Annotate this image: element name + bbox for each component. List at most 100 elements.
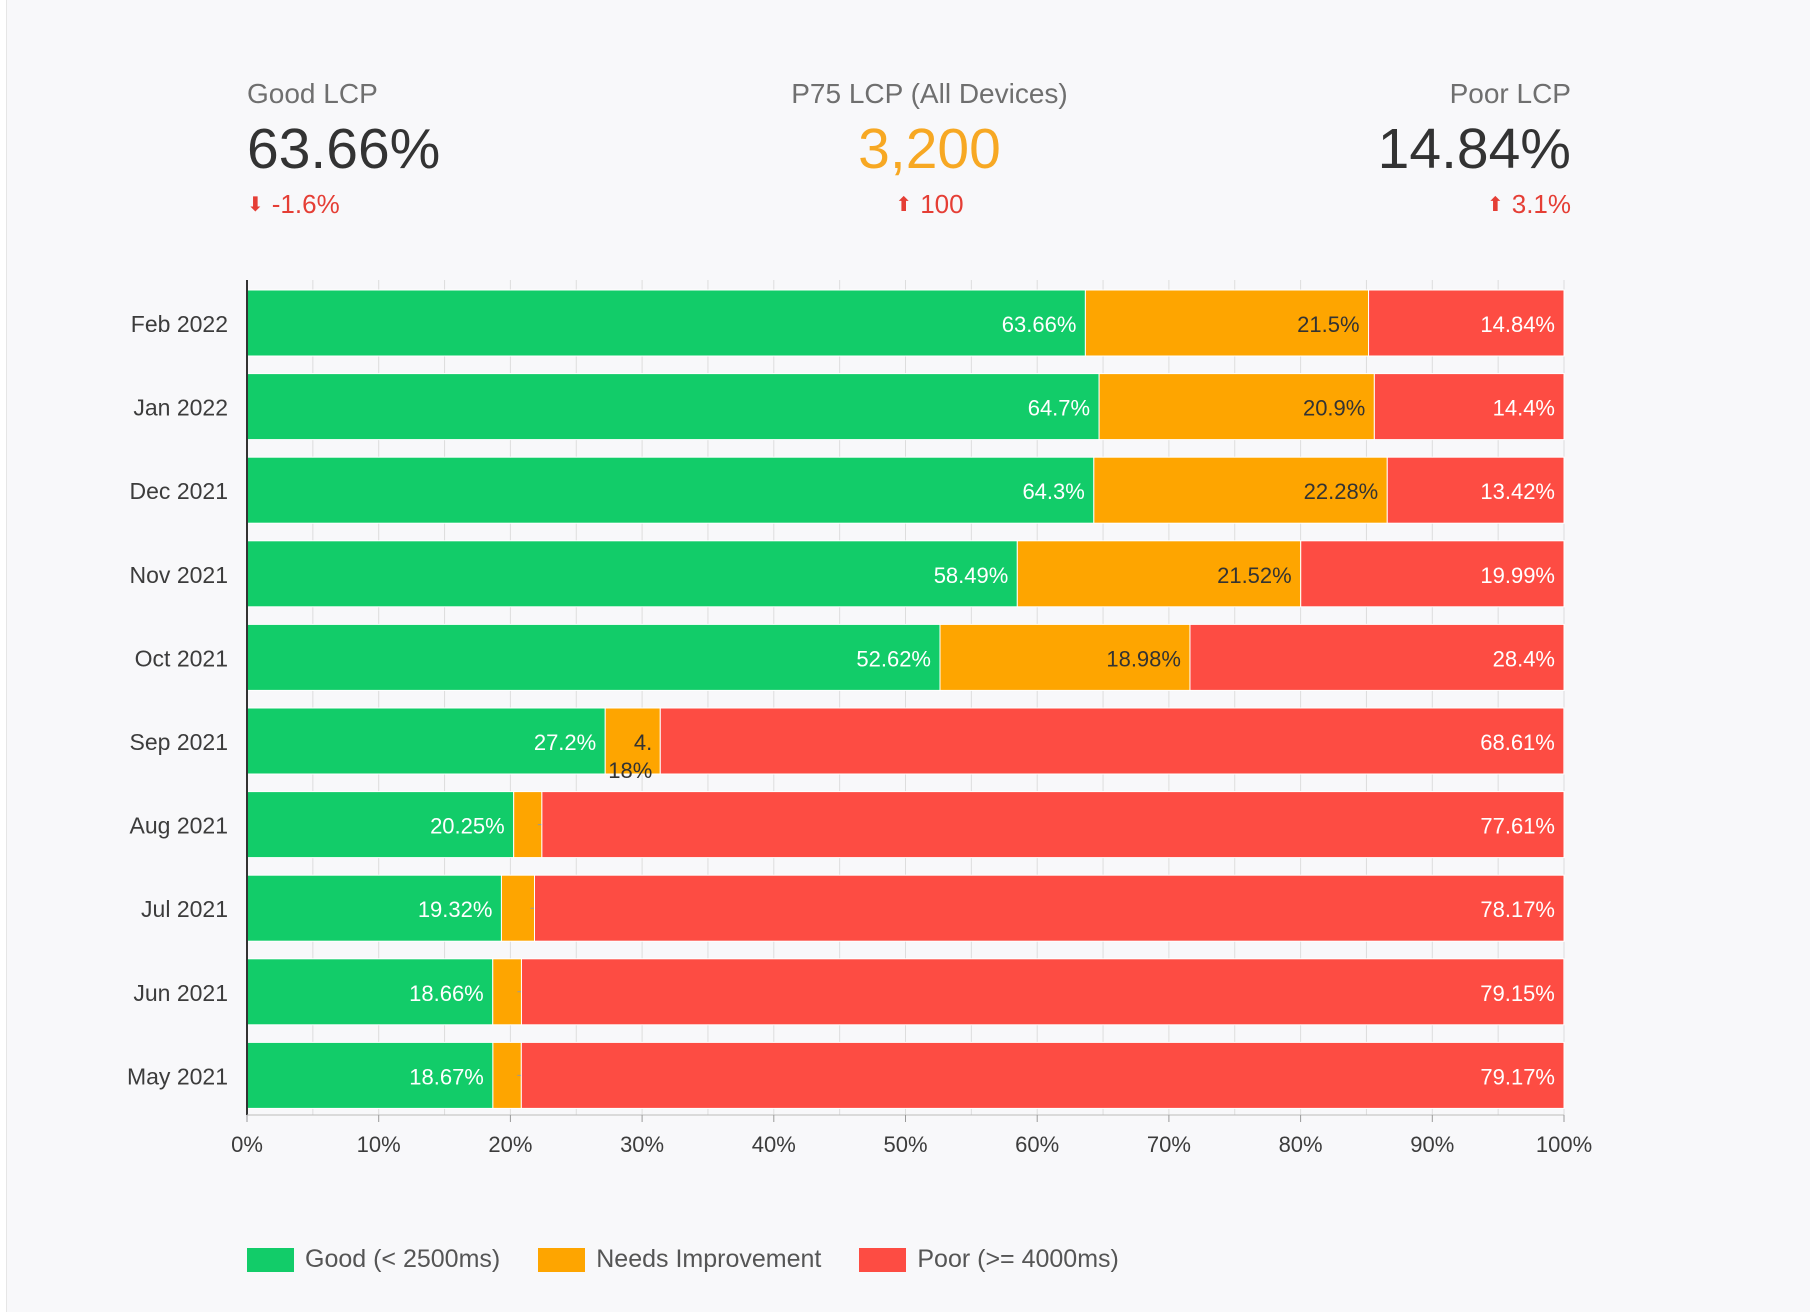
legend-swatch-good [247, 1247, 294, 1272]
bar-needs-improvement [1016, 540, 1302, 608]
x-tick-label: 70% [1147, 1132, 1191, 1157]
bar-poor [1386, 456, 1565, 524]
bar-poor [520, 958, 1565, 1026]
legend-item-needs-improvement: Needs Improvement [538, 1245, 821, 1274]
legend-swatch-needs-improvement [538, 1247, 586, 1272]
data-label-needs-improvement: 4. [634, 730, 652, 755]
bar-good [246, 540, 1018, 608]
data-label-good: 58.49% [934, 563, 1009, 588]
data-label-needs-improvement: 21.5% [1297, 312, 1359, 337]
kpi-good-delta-text: -1.6% [271, 188, 340, 219]
kpi-good-label: Good LCP [247, 78, 378, 109]
legend-swatch-poor [859, 1247, 907, 1272]
data-label-poor: 13.42% [1480, 479, 1555, 504]
bar-needs-improvement [513, 791, 543, 859]
lcp-dashboard: Good LCP 63.66% ⬇ -1.6% P75 LCP (All Devi… [6, 0, 1810, 1312]
y-tick-label: Jul 2021 [141, 896, 228, 922]
x-tick-label: 60% [1015, 1132, 1059, 1157]
data-label-good: 63.66% [1002, 312, 1077, 337]
kpi-poor-delta: ⬆ 3.1% [1378, 189, 1571, 220]
bar-good [246, 707, 606, 775]
data-label-needs-improvement: 18% [608, 758, 652, 783]
bar-poor [541, 791, 1565, 859]
bar-poor [520, 1041, 1565, 1109]
bar-poor [534, 874, 1565, 942]
stacked-bar-chart: Feb 2022 63.66% 21.5% 14.84% Jan 2022 64.7% 20… [127, 280, 1592, 1157]
bar-poor [1300, 540, 1565, 608]
data-label-needs-improvement: 18.98% [1106, 646, 1181, 671]
kpi-poor-delta-text: 3.1% [1511, 188, 1571, 219]
kpi-poor-label: Poor LCP [1449, 78, 1571, 109]
y-tick-label: May 2021 [127, 1063, 228, 1089]
bar-needs-improvement [1093, 456, 1388, 524]
bar-poor [1373, 373, 1565, 441]
bar-good [246, 874, 502, 942]
bar-needs-improvement [1098, 373, 1375, 441]
kpi-p75-delta: ⬆ 100 [767, 189, 1092, 220]
legend-label-needs-improvement: Needs Improvement [596, 1245, 822, 1273]
data-label-good: 18.66% [409, 981, 484, 1006]
arrow-up-icon: ⬆ [1486, 193, 1504, 216]
x-tick-label: 40% [752, 1132, 796, 1157]
x-tick-label: 50% [883, 1132, 927, 1157]
kpi-p75-delta-text: 100 [920, 188, 964, 219]
bar-poor [1189, 623, 1565, 691]
data-label-poor: 68.61% [1480, 730, 1555, 755]
data-label-poor: 14.4% [1493, 396, 1555, 421]
data-label-needs-improvement: 20.9% [1303, 396, 1365, 421]
y-tick-label: Sep 2021 [130, 729, 228, 755]
bar-needs-improvement [939, 623, 1191, 691]
bar-poor [1368, 289, 1565, 357]
kpi-poor-lcp: Poor LCP 14.84% ⬆ 3.1% [1378, 78, 1571, 220]
y-tick-label: Nov 2021 [130, 562, 228, 588]
x-tick-label: 20% [488, 1132, 532, 1157]
kpi-good-value: 63.66% [247, 117, 441, 181]
bar-good [246, 373, 1100, 441]
y-tick-label: Aug 2021 [130, 813, 228, 839]
x-tick-label: 0% [231, 1132, 263, 1157]
bar-good [246, 456, 1095, 524]
kpi-p75-lcp: P75 LCP (All Devices) 3,200 ⬆ 100 [767, 78, 1092, 220]
data-label-good: 20.25% [430, 814, 505, 839]
x-tick-label: 90% [1410, 1132, 1454, 1157]
data-label-good: 18.67% [409, 1064, 484, 1089]
data-label-poor: 28.4% [1493, 646, 1555, 671]
legend-item-good: Good (< 2500ms) [247, 1245, 500, 1274]
bar-needs-improvement [500, 874, 536, 942]
bar-good [246, 791, 515, 859]
y-tick-label: Oct 2021 [135, 645, 228, 671]
bar-good [246, 289, 1086, 357]
bar-needs-improvement [492, 958, 522, 1026]
bar-good [246, 623, 941, 691]
data-label-good: 27.2% [534, 730, 596, 755]
data-label-good: 64.7% [1028, 396, 1090, 421]
data-label-good: 64.3% [1022, 479, 1084, 504]
kpi-poor-value: 14.84% [1377, 117, 1571, 181]
kpi-p75-label: P75 LCP (All Devices) [791, 78, 1068, 109]
legend-item-poor: Poor (>= 4000ms) [859, 1245, 1119, 1274]
x-tick-label: 80% [1279, 1132, 1323, 1157]
x-tick-label: 100% [1536, 1132, 1592, 1157]
y-tick-label: Feb 2022 [131, 311, 228, 337]
arrow-up-icon: ⬆ [895, 193, 913, 216]
data-label-poor: 77.61% [1480, 814, 1555, 839]
arrow-down-icon: ⬇ [247, 193, 264, 216]
legend-label-poor: Poor (>= 4000ms) [917, 1245, 1119, 1273]
y-tick-label: Jan 2022 [133, 395, 228, 421]
data-label-needs-improvement: 22.28% [1304, 479, 1379, 504]
data-label-good: 19.32% [418, 897, 493, 922]
data-label-good: 52.62% [856, 646, 931, 671]
data-label-poor: 79.15% [1480, 981, 1555, 1006]
data-label-poor: 14.84% [1480, 312, 1555, 337]
x-tick-label: 10% [357, 1132, 401, 1157]
data-label-poor: 79.17% [1480, 1064, 1555, 1089]
kpi-good-delta: ⬇ -1.6% [247, 189, 440, 220]
y-tick-label: Dec 2021 [130, 478, 228, 504]
chart-legend: Good (< 2500ms) Needs Improvement Poor (… [247, 1245, 1157, 1274]
x-tick-label: 30% [620, 1132, 664, 1157]
kpi-good-lcp: Good LCP 63.66% ⬇ -1.6% [247, 78, 440, 220]
data-label-needs-improvement: 21.52% [1217, 563, 1292, 588]
bar-needs-improvement [492, 1041, 522, 1109]
y-tick-label: Jun 2021 [133, 980, 228, 1006]
bar-good [246, 958, 494, 1026]
